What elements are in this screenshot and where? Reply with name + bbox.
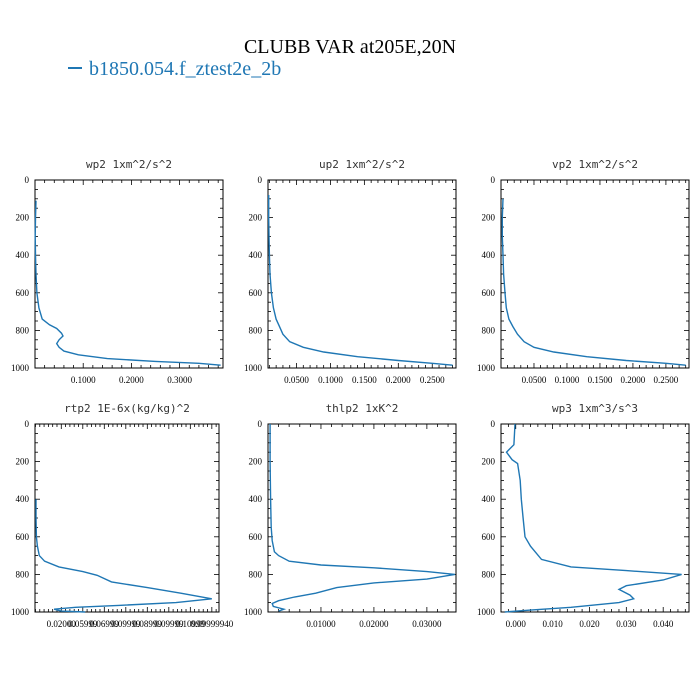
- y-tick-label: 800: [249, 569, 263, 579]
- panel-4: rtp2 1E-6x(kg/kg)^2 0 200 400 600 800 1000 0.02…: [11, 402, 234, 629]
- x-tick-label: 0.1000: [71, 375, 96, 385]
- y-tick-label: 200: [482, 213, 496, 223]
- y-tick-label: 1000: [477, 363, 496, 373]
- x-tick-label: 0.09999: [111, 619, 141, 629]
- x-tick-label: 0.01000: [306, 619, 336, 629]
- panel-title: wp2 1xm^2/s^2: [86, 158, 172, 171]
- panel-1: wp2 1xm^2/s^2 0 200 400 600 800 1000 0.1000 0.20…: [11, 158, 224, 385]
- y-tick-label: 400: [16, 494, 30, 504]
- y-tick-label: 1000: [244, 607, 263, 617]
- x-tick-label: 0.02000: [47, 619, 77, 629]
- y-tick-label: 0: [258, 175, 263, 185]
- plot-frame: [34, 179, 224, 369]
- y-tick-label: 400: [16, 250, 30, 260]
- y-tick-label: 800: [16, 325, 30, 335]
- y-tick-label: 1000: [11, 363, 30, 373]
- series-line: [34, 200, 221, 366]
- x-tick-label: 0.02000: [359, 619, 389, 629]
- y-tick-label: 400: [249, 494, 263, 504]
- y-tick-label: 1000: [11, 607, 30, 617]
- x-tick-label: 0.040: [653, 619, 674, 629]
- series-line: [269, 424, 456, 612]
- x-tick-label: 0.2000: [386, 375, 411, 385]
- y-tick-label: 0: [491, 175, 496, 185]
- legend-line-marker: [68, 67, 82, 70]
- x-tick-label: 0.1000: [555, 375, 580, 385]
- x-tick-label: 0.2000: [621, 375, 646, 385]
- x-tick-label: 0.10999: [176, 619, 206, 629]
- y-tick-label: 400: [249, 250, 263, 260]
- series-line: [504, 423, 682, 613]
- y-tick-label: 200: [249, 213, 263, 223]
- x-tick-label: 0.06999: [90, 619, 120, 629]
- y-tick-label: 600: [482, 532, 496, 542]
- series-line: [35, 499, 212, 613]
- panel-6: wp3 1xm^3/s^3 0 200 400 600 800 1000 0.000 0.010…: [477, 402, 690, 629]
- y-tick-label: 200: [249, 457, 263, 467]
- x-tick-label: 0.2500: [420, 375, 445, 385]
- panel-title: thlp2 1xK^2: [326, 402, 399, 415]
- x-tick-label: 0.0500: [284, 375, 309, 385]
- legend-label: b1850.054.f_ztest2e_2b: [89, 58, 282, 80]
- y-tick-label: 200: [16, 213, 30, 223]
- panel-2: up2 1xm^2/s^2 0 200 400 600 800 1000 0.0500 0.10…: [244, 158, 457, 385]
- x-tick-label: 0.2000: [119, 375, 144, 385]
- x-tick-label: 0.09999: [154, 619, 184, 629]
- x-tick-label: 0.010: [542, 619, 563, 629]
- y-tick-label: 800: [249, 325, 263, 335]
- panel-title: wp3 1xm^3/s^3: [552, 402, 638, 415]
- plot-frame: [500, 179, 690, 369]
- y-tick-label: 600: [249, 532, 263, 542]
- x-tick-label: 0.09999940: [190, 619, 233, 629]
- y-tick-label: 600: [482, 288, 496, 298]
- y-tick-label: 800: [16, 569, 30, 579]
- series-line: [268, 195, 453, 366]
- panel-5: thlp2 1xK^2 0 200 400 600 800 1000 0.01000 0.020…: [244, 402, 457, 629]
- panel-title: up2 1xm^2/s^2: [319, 158, 405, 171]
- y-tick-label: 600: [16, 288, 30, 298]
- x-tick-label: 0.1500: [352, 375, 377, 385]
- x-tick-label: 0.1500: [588, 375, 613, 385]
- y-tick-label: 0: [25, 419, 30, 429]
- panel-title: rtp2 1E-6x(kg/kg)^2: [64, 402, 190, 415]
- x-tick-label: 0.3000: [167, 375, 192, 385]
- y-tick-label: 600: [16, 532, 30, 542]
- y-tick-label: 800: [482, 569, 496, 579]
- panel-title: vp2 1xm^2/s^2: [552, 158, 638, 171]
- series-line: [501, 198, 686, 366]
- y-tick-label: 400: [482, 494, 496, 504]
- plot-frame: [267, 179, 457, 369]
- x-tick-label: 0.000: [506, 619, 527, 629]
- x-tick-label: 0.05999: [68, 619, 98, 629]
- y-tick-label: 200: [482, 457, 496, 467]
- y-tick-label: 0: [491, 419, 496, 429]
- plot-frame: [500, 423, 690, 613]
- panel-3: vp2 1xm^2/s^2 0 200 400 600 800 1000 0.0500 0.10…: [477, 158, 690, 385]
- legend: b1850.054.f_ztest2e_2b: [68, 58, 281, 81]
- x-tick-label: 0.08999: [133, 619, 163, 629]
- y-tick-label: 800: [482, 325, 496, 335]
- chart-title: CLUBB VAR at205E,20N: [243, 36, 457, 58]
- y-tick-label: 0: [258, 419, 263, 429]
- x-tick-label: 0.030: [616, 619, 637, 629]
- x-tick-label: 0.0500: [522, 375, 547, 385]
- x-tick-label: 0.020: [579, 619, 600, 629]
- y-tick-label: 600: [249, 288, 263, 298]
- y-tick-label: 1000: [244, 363, 263, 373]
- y-tick-label: 400: [482, 250, 496, 260]
- y-tick-label: 1000: [477, 607, 496, 617]
- x-tick-label: 0.03000: [412, 619, 442, 629]
- x-tick-label: 0.1000: [318, 375, 343, 385]
- y-tick-label: 200: [16, 457, 30, 467]
- x-tick-label: 0.2500: [654, 375, 679, 385]
- y-tick-label: 0: [25, 175, 30, 185]
